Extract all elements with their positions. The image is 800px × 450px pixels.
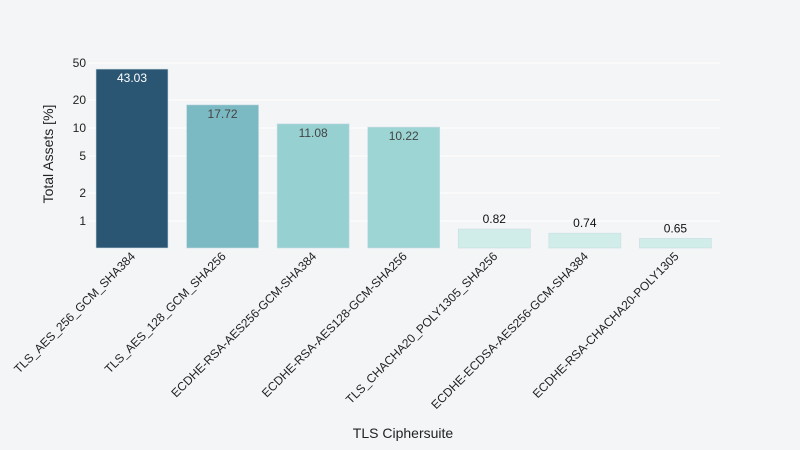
bar-value-label: 0.74 (573, 216, 597, 230)
bar[interactable]: 43.03 (95, 68, 169, 249)
x-tick-label: ECDHE-ECDSA-AES256-GCM-SHA384 (428, 249, 591, 412)
y-axis-ticks: 1 2 5 10 20 50 (73, 56, 87, 228)
bar-value-label: 0.82 (483, 212, 507, 226)
bar-rect[interactable] (186, 104, 259, 249)
bar[interactable]: 0.65 (639, 221, 712, 249)
bars: 43.03 17.72 11.08 10.22 0.82 0.74 0.65 (95, 68, 712, 249)
x-axis-ticks: TLS_AES_256_GCM_SHA384TLS_AES_128_GCM_SH… (11, 249, 682, 412)
bar-value-label: 17.72 (208, 107, 238, 121)
bar-rect[interactable] (276, 123, 350, 249)
y-tick-label: 10 (73, 121, 87, 135)
bar[interactable]: 17.72 (186, 104, 259, 249)
y-tick-label: 5 (79, 149, 86, 163)
y-tick-label: 20 (73, 93, 87, 107)
x-tick-label: ECDHE-RSA-CHACHA20-POLY1305 (530, 249, 682, 401)
bar-value-label: 0.65 (664, 221, 688, 235)
x-tick-label: ECDHE-RSA-AES128-GCM-SHA256 (259, 249, 410, 400)
bar-rect[interactable] (457, 228, 531, 249)
bar[interactable]: 11.08 (276, 123, 350, 249)
x-axis-title: TLS Ciphersuite (353, 425, 454, 441)
x-tick-label: ECDHE-RSA-AES256-GCM-SHA384 (168, 249, 319, 400)
y-tick-label: 1 (79, 214, 86, 228)
bar[interactable]: 10.22 (367, 126, 441, 249)
y-axis-title: Total Assets [%] (40, 105, 56, 204)
bar-value-label: 10.22 (389, 129, 419, 143)
bar[interactable]: 0.74 (548, 216, 622, 249)
y-tick-label: 50 (73, 56, 87, 70)
y-tick-label: 2 (79, 186, 86, 200)
bar-rect[interactable] (639, 238, 712, 249)
bar-rect[interactable] (367, 126, 441, 249)
bar-value-label: 11.08 (299, 126, 328, 140)
x-tick-label: TLS_CHACHA20_POLY1305_SHA256 (343, 249, 501, 407)
bar[interactable]: 0.82 (457, 212, 531, 249)
bar-rect[interactable] (548, 232, 622, 249)
bar-value-label: 43.03 (117, 71, 147, 85)
bar-rect[interactable] (95, 68, 169, 249)
